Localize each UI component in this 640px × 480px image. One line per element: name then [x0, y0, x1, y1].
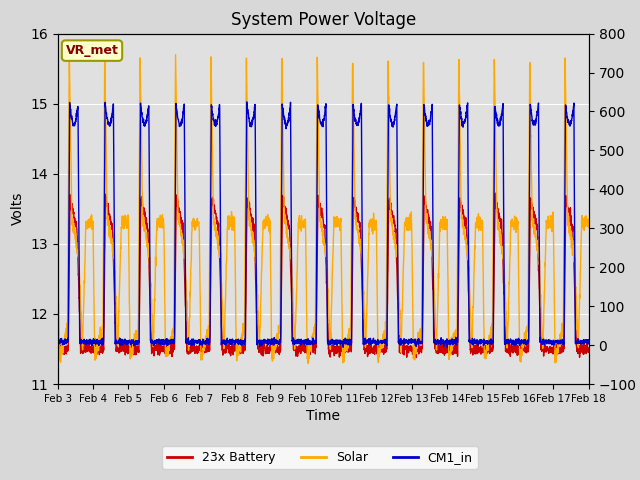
Solar: [575, 327, 582, 333]
Solar: [304, 360, 312, 366]
23x Battery: [585, 347, 593, 352]
CM1_in: [518, 337, 525, 343]
CM1_in: [54, 341, 61, 347]
23x Battery: [518, 342, 525, 348]
Line: CM1_in: CM1_in: [58, 102, 589, 348]
Y-axis label: Volts: Volts: [11, 192, 24, 226]
Solar: [115, 322, 122, 328]
23x Battery: [115, 346, 122, 351]
Solar: [65, 46, 73, 52]
23x Battery: [280, 203, 288, 209]
Solar: [585, 224, 593, 230]
CM1_in: [243, 99, 251, 105]
Solar: [146, 269, 154, 275]
Line: 23x Battery: 23x Battery: [58, 193, 589, 358]
23x Battery: [54, 345, 61, 350]
Solar: [54, 227, 61, 232]
Solar: [281, 220, 289, 226]
CM1_in: [258, 338, 266, 344]
23x Battery: [492, 190, 499, 196]
CM1_in: [444, 345, 451, 350]
Solar: [518, 348, 525, 354]
CM1_in: [281, 115, 289, 121]
23x Battery: [257, 349, 265, 355]
CM1_in: [146, 236, 154, 241]
X-axis label: Time: Time: [306, 409, 340, 423]
Line: Solar: Solar: [58, 49, 589, 363]
Text: VR_met: VR_met: [65, 44, 118, 57]
CM1_in: [115, 339, 122, 345]
23x Battery: [146, 292, 154, 298]
Legend: 23x Battery, Solar, CM1_in: 23x Battery, Solar, CM1_in: [163, 446, 477, 469]
CM1_in: [585, 338, 593, 344]
CM1_in: [575, 339, 582, 345]
Title: System Power Voltage: System Power Voltage: [230, 11, 416, 29]
23x Battery: [412, 355, 420, 360]
23x Battery: [575, 344, 582, 350]
Solar: [258, 270, 266, 276]
